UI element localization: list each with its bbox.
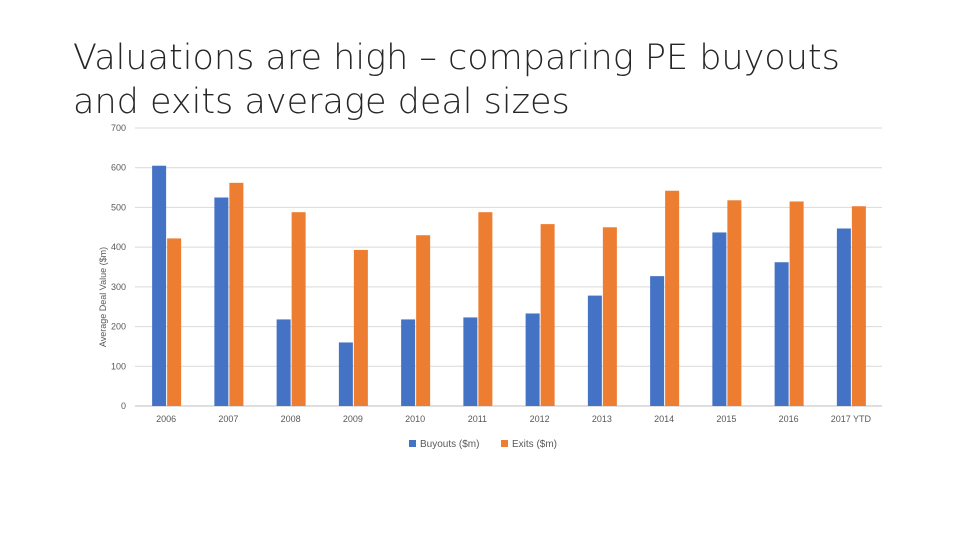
x-tick-label: 2013 xyxy=(592,414,612,424)
y-tick-label: 100 xyxy=(111,361,126,371)
y-tick-label: 200 xyxy=(111,322,126,332)
y-axis-ticks: 0 100 200 300 400 500 600 700 xyxy=(111,123,126,411)
bar-exits xyxy=(416,235,431,406)
title-line-2: and exits average deal sizes xyxy=(73,82,570,122)
bar-exits xyxy=(789,201,804,406)
bar-buyouts xyxy=(276,319,291,406)
y-axis-title: Average Deal Value ($m) xyxy=(98,247,108,347)
bar-buyouts xyxy=(463,317,478,406)
bar-exits xyxy=(229,182,244,406)
legend: Buyouts ($m) Exits ($m) xyxy=(409,439,557,450)
bar-exits xyxy=(291,212,306,406)
bar-exits xyxy=(167,238,182,406)
bar-exits xyxy=(727,200,742,406)
legend-label-exits: Exits ($m) xyxy=(512,439,557,450)
x-tick-label: 2015 xyxy=(716,414,736,424)
bar-exits xyxy=(665,190,680,406)
legend-swatch-exits xyxy=(501,440,508,447)
bar-exits xyxy=(602,227,617,406)
bar-buyouts xyxy=(774,262,789,406)
bar-exits xyxy=(851,206,866,406)
bar-exits xyxy=(478,212,493,406)
x-tick-label: 2006 xyxy=(156,414,176,424)
x-tick-label: 2016 xyxy=(779,414,799,424)
x-tick-label: 2008 xyxy=(281,414,301,424)
x-tick-label: 2007 xyxy=(218,414,238,424)
legend-swatch-buyouts xyxy=(409,440,416,447)
y-tick-label: 0 xyxy=(121,401,126,411)
bar-buyouts xyxy=(214,197,229,406)
x-tick-label: 2009 xyxy=(343,414,363,424)
x-tick-label: 2011 xyxy=(468,414,487,424)
x-tick-label: 2012 xyxy=(530,414,550,424)
y-tick-label: 600 xyxy=(111,163,126,173)
y-tick-label: 400 xyxy=(111,242,126,252)
y-tick-label: 300 xyxy=(111,282,126,292)
bar-exits xyxy=(540,224,555,406)
bar-buyouts xyxy=(587,295,602,406)
x-tick-label: 2017 YTD xyxy=(831,414,872,424)
x-tick-label: 2010 xyxy=(405,414,425,424)
y-tick-label: 500 xyxy=(111,202,126,212)
bars xyxy=(152,165,866,406)
x-tick-label: 2014 xyxy=(654,414,674,424)
slide-title: Valuations are high – comparing PE buyou… xyxy=(73,36,933,124)
legend-label-buyouts: Buyouts ($m) xyxy=(420,439,479,450)
x-axis-ticks: 2006 2007 2008 2009 2010 2011 2012 2013 2014 2015… xyxy=(156,414,871,424)
bar-exits xyxy=(353,249,368,406)
bar-buyouts xyxy=(401,319,416,406)
bar-buyouts xyxy=(650,276,665,406)
bar-buyouts xyxy=(338,342,353,406)
y-tick-label: 700 xyxy=(111,123,126,133)
bar-buyouts xyxy=(836,228,851,406)
gridlines xyxy=(135,127,882,407)
bar-buyouts xyxy=(152,165,167,406)
bar-buyouts xyxy=(712,232,727,406)
title-line-1: Valuations are high – comparing PE buyou… xyxy=(73,38,840,78)
bar-buyouts xyxy=(525,313,540,406)
